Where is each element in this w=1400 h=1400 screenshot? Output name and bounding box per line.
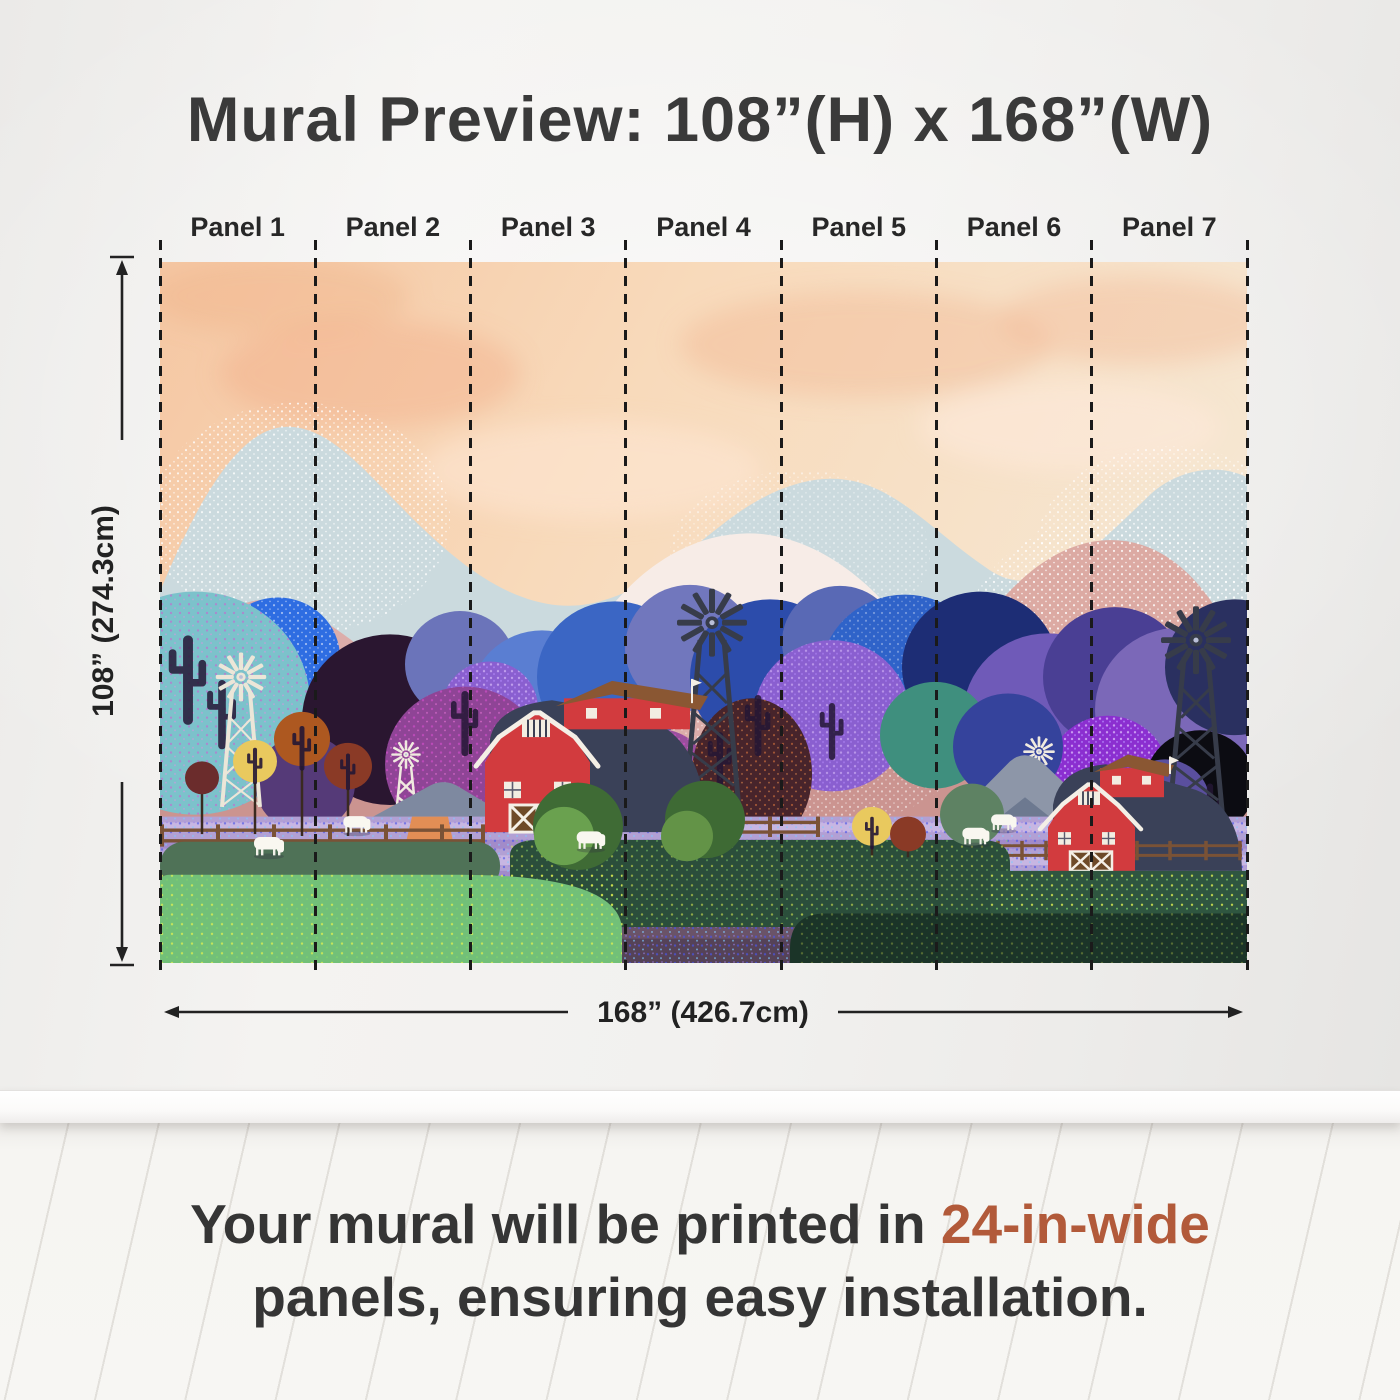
panel-divider [624, 240, 628, 975]
caption-line-2: panels, ensuring easy installation. [252, 1266, 1148, 1329]
panel-divider [313, 240, 317, 975]
arrow-left-icon [164, 1006, 179, 1018]
arrow-down-icon [116, 947, 128, 962]
panel-label-5: Panel 5 [811, 212, 907, 242]
wood-floor [0, 1123, 1400, 1400]
caption-line-1: Your mural will be printed in 24-in-wide [0, 1188, 1400, 1261]
caption-text: Your mural will be printed in [190, 1193, 941, 1255]
panel-label-7: Panel 7 [1122, 212, 1217, 242]
panel-divider [1245, 240, 1249, 975]
width-dimension-label: 168” (426.7cm) [597, 996, 809, 1029]
caption-highlight: 24-in-wide [940, 1193, 1210, 1255]
arrow-right-icon [1228, 1006, 1243, 1018]
panel-divider [469, 240, 473, 975]
panel-divider [935, 240, 938, 975]
panel-divider [1090, 240, 1094, 975]
arrow-up-icon [116, 260, 128, 275]
caption: Your mural will be printed in 24-in-wide… [0, 1188, 1400, 1334]
page-title: Mural Preview: 108”(H) x 168”(W) [186, 85, 1214, 155]
front-fields [160, 839, 1247, 963]
panel-label-4: Panel 4 [656, 212, 751, 242]
panel-label-3: Panel 3 [500, 212, 596, 242]
panel-divider [158, 240, 162, 975]
panel-label-2: Panel 2 [345, 212, 441, 242]
panel-label-1: Panel 1 [190, 212, 285, 242]
panel-label-6: Panel 6 [966, 212, 1062, 242]
panel-divider [779, 240, 783, 975]
shed-right [1094, 754, 1179, 798]
mural-artwork [160, 262, 1247, 963]
windmill-small-left-icon [391, 740, 421, 815]
width-dimension: 168” (426.7cm) [164, 996, 1243, 1029]
height-dimension: 108” (274.3cm) [88, 255, 134, 967]
baseboard [0, 1090, 1400, 1123]
panel-label-row: Panel 1 Panel 2 Panel 3 Panel 4 Panel 5 … [160, 212, 1247, 243]
height-dimension-label: 108” (274.3cm) [88, 505, 120, 717]
